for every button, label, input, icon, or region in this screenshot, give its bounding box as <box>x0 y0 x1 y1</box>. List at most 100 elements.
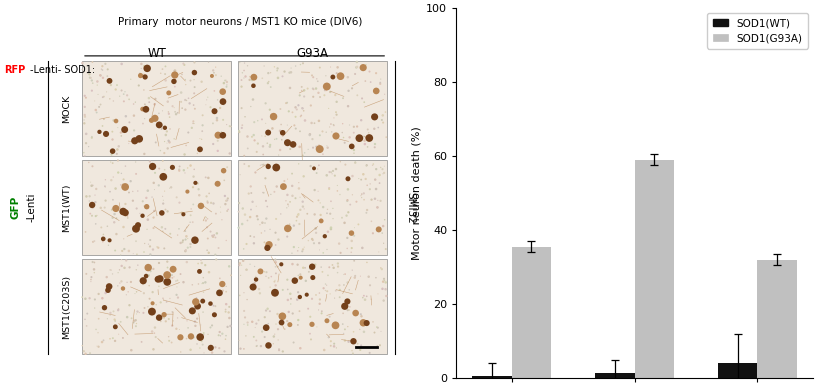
Point <box>150 244 163 250</box>
Point <box>265 191 278 198</box>
Point <box>275 136 288 142</box>
Point <box>266 116 279 122</box>
Point <box>292 276 305 283</box>
Point <box>290 218 303 224</box>
Point <box>92 91 105 98</box>
Point <box>377 171 390 177</box>
Point <box>141 65 154 71</box>
Point <box>187 102 200 108</box>
Point <box>163 139 176 146</box>
Point <box>195 281 208 287</box>
Point <box>279 100 292 106</box>
Point <box>240 267 253 273</box>
Point <box>286 183 299 189</box>
Point <box>188 84 201 90</box>
Text: Primary  motor neurons / MST1 KO mice (DIV6): Primary motor neurons / MST1 KO mice (DI… <box>118 17 362 27</box>
Point <box>337 321 350 327</box>
Point <box>148 330 161 336</box>
Point <box>324 198 337 204</box>
Point <box>93 129 106 135</box>
Point <box>145 328 158 335</box>
Point <box>377 276 391 282</box>
Point <box>216 217 229 223</box>
Point <box>256 328 269 335</box>
Point <box>161 259 174 265</box>
Point <box>350 64 364 70</box>
Point <box>238 75 251 81</box>
Point <box>308 212 321 218</box>
Point <box>377 298 391 304</box>
Point <box>365 196 378 203</box>
Point <box>176 105 189 111</box>
Bar <box>718 364 757 378</box>
Point <box>248 324 261 330</box>
Point <box>341 198 354 204</box>
Point <box>118 208 131 214</box>
Point <box>301 306 315 312</box>
Point <box>346 245 359 251</box>
Point <box>304 163 317 169</box>
Point <box>128 318 141 324</box>
Point <box>379 279 392 286</box>
Point <box>131 251 144 257</box>
Point <box>161 208 174 215</box>
Point <box>369 166 382 172</box>
Point <box>247 284 260 290</box>
Point <box>287 339 300 345</box>
Point <box>278 178 291 184</box>
Point <box>306 321 319 327</box>
Point <box>337 310 350 317</box>
Point <box>112 331 125 337</box>
Point <box>86 259 99 265</box>
Point <box>306 237 319 243</box>
Point <box>312 118 325 124</box>
Point <box>209 72 222 78</box>
Point <box>104 310 117 316</box>
Point <box>97 93 110 100</box>
Point <box>128 138 141 144</box>
Point <box>107 308 120 315</box>
Point <box>315 218 328 224</box>
Point <box>221 207 234 213</box>
Point <box>362 130 375 136</box>
Point <box>306 94 319 100</box>
Point <box>241 217 254 223</box>
Point <box>163 274 176 281</box>
Point <box>313 149 326 155</box>
Point <box>232 208 245 215</box>
Point <box>118 210 132 216</box>
Point <box>171 315 184 321</box>
Point <box>123 141 136 147</box>
Point <box>127 251 140 257</box>
Point <box>118 212 132 218</box>
Point <box>378 217 391 223</box>
Text: -Lenti- SOD1:: -Lenti- SOD1: <box>30 65 96 75</box>
Point <box>137 203 150 209</box>
Point <box>86 59 99 65</box>
Point <box>244 103 257 110</box>
Point <box>299 278 312 284</box>
Point <box>138 115 151 122</box>
Point <box>261 80 275 86</box>
Point <box>320 246 333 252</box>
Point <box>243 214 257 220</box>
Text: SMI32: SMI32 <box>405 192 415 223</box>
Point <box>283 69 296 76</box>
Point <box>137 310 150 316</box>
Point <box>359 78 372 84</box>
Point <box>160 299 173 305</box>
Point <box>207 141 220 147</box>
Point <box>220 301 233 307</box>
Point <box>315 217 328 223</box>
Point <box>360 259 373 266</box>
Point <box>157 271 170 278</box>
Point <box>185 308 199 314</box>
Point <box>206 233 219 239</box>
Point <box>296 248 309 254</box>
Point <box>92 330 105 336</box>
Point <box>125 347 138 353</box>
Point <box>327 122 340 128</box>
Point <box>321 288 334 295</box>
Point <box>173 163 186 169</box>
Point <box>121 215 134 221</box>
